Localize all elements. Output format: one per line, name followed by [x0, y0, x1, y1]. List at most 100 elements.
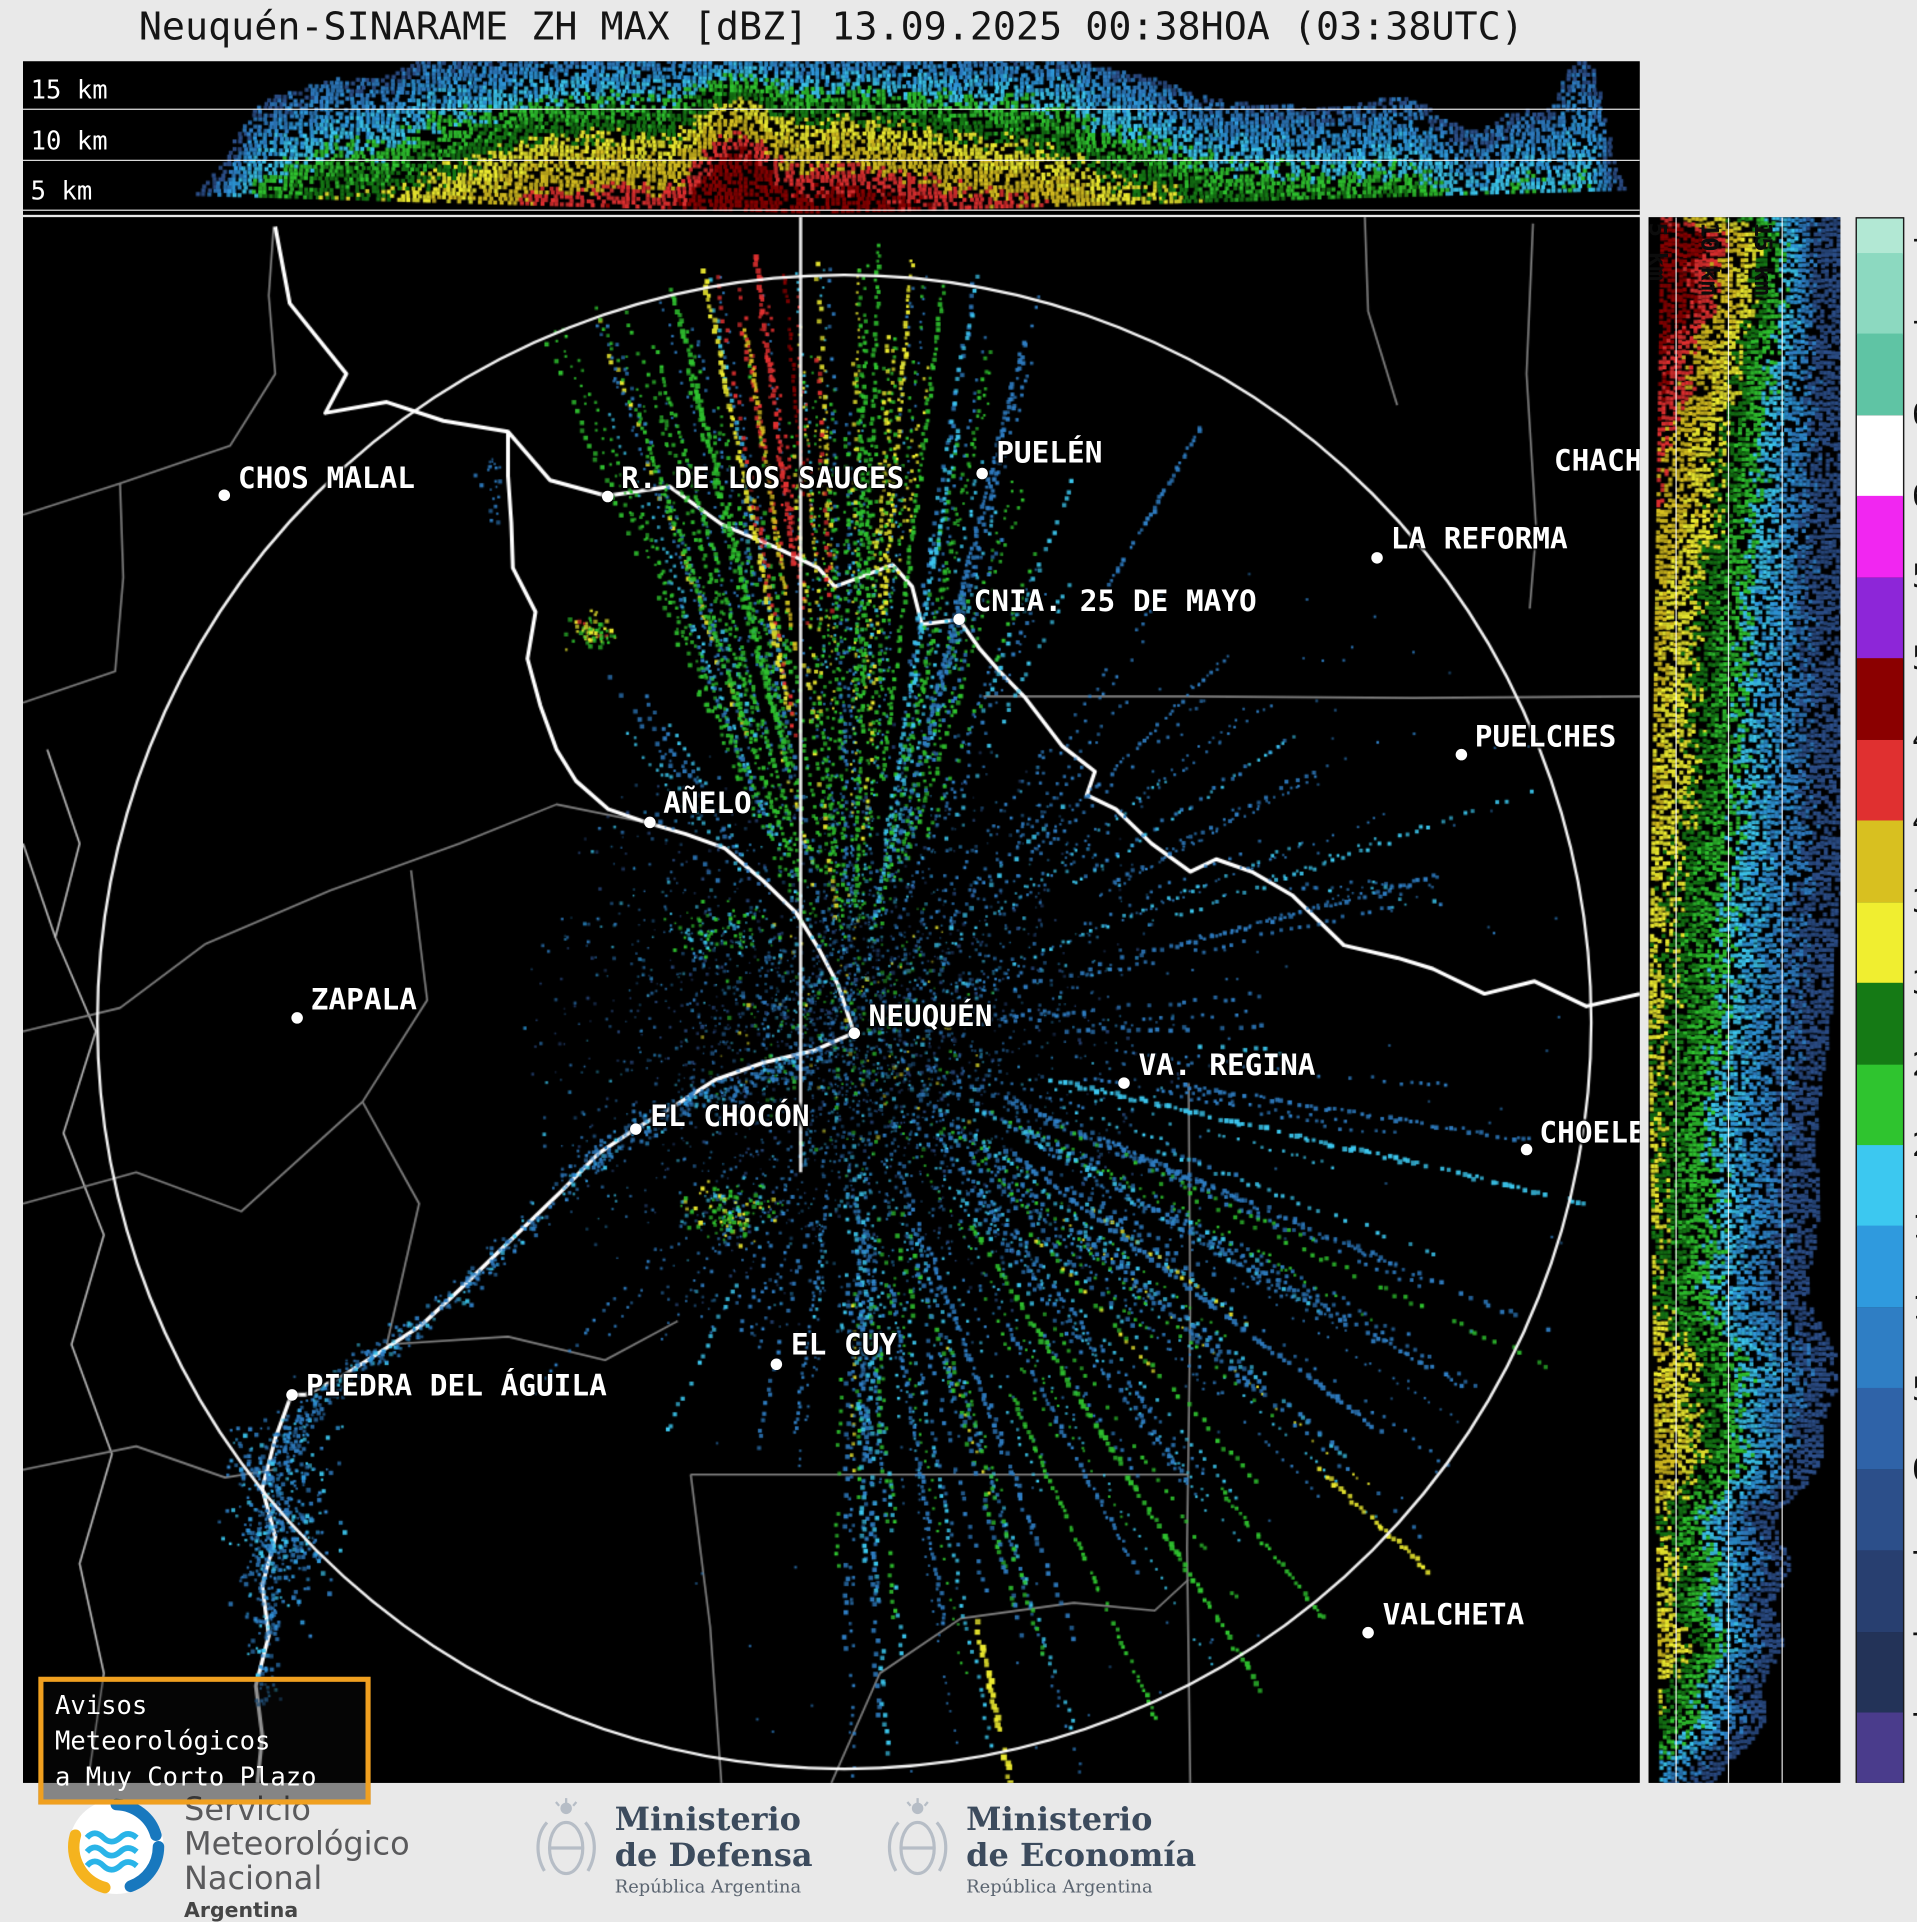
colorbar-band [1856, 1226, 1903, 1309]
altitude-gridline [23, 210, 1640, 212]
smn-logo [68, 1798, 165, 1894]
colorbar-tick-label: 60 [1912, 477, 1917, 514]
altitude-gridline [23, 108, 1640, 111]
colorbar-tick-label: 0 [1912, 1452, 1917, 1489]
colorbar-tick-label: 40 [1912, 802, 1917, 839]
colorbar-tick-label: 70 [1912, 314, 1917, 351]
city-label: PIEDRA DEL ÁGUILA [305, 1370, 607, 1404]
colorbar-band [1856, 1712, 1903, 1783]
colorbar-tick-label: −10 [1912, 1614, 1917, 1651]
colorbar-tick-label: 65 [1912, 396, 1917, 433]
altitude-gridline [1727, 217, 1729, 1783]
city-dot [1118, 1077, 1131, 1090]
top-cross-section-canvas [23, 61, 1640, 215]
altitude-label: 5 km [1648, 222, 1672, 281]
altitude-gridline [1675, 217, 1677, 1783]
radar-map-canvas [23, 217, 1640, 1783]
ministry-economia-line2: de Economía [966, 1836, 1197, 1874]
city-layer: CHOS MALAL R. DE LOS SAUCES PUELÉN CHACHARR… [23, 217, 1640, 1783]
colorbar-band [1856, 820, 1903, 903]
city-dot [1521, 1143, 1533, 1156]
city-label: CHOELE CHOEL [1539, 1116, 1640, 1150]
city-dot [976, 467, 989, 479]
city-label: EL CHOCÓN [650, 1100, 810, 1135]
radar-map-panel: CHOS MALAL R. DE LOS SAUCES PUELÉN CHACHARR… [23, 217, 1640, 1783]
city-dot [218, 489, 230, 501]
ministry-economia-line1: Ministerio [966, 1800, 1153, 1838]
dbz-colorbar [1855, 217, 1905, 1783]
city-dot [291, 1012, 303, 1024]
city-label: LA REFORMA [1390, 523, 1568, 557]
footer: Servicio Meteorológico Nacional Argentin… [0, 1789, 1917, 1922]
colorbar-tick-label: 55 [1912, 558, 1917, 595]
colorbar-tick-label: 50 [1912, 639, 1917, 676]
colorbar-band [1856, 577, 1903, 660]
colorbar-band [1856, 415, 1903, 497]
colorbar-tick-label: 5 [1912, 1370, 1917, 1407]
advisory-badge: Avisos Meteorológicos a Muy Corto Plazo [38, 1676, 371, 1805]
city-label: CNIA. 25 DE MAYO [973, 585, 1257, 619]
city-dot [601, 490, 614, 503]
advisory-line2: a Muy Corto Plazo [54, 1761, 317, 1792]
ministry-defensa-sub: República Argentina [614, 1877, 802, 1898]
ministry-defensa-line1: Ministerio [614, 1800, 801, 1838]
colorbar-tick-label: 15 [1912, 1208, 1917, 1245]
colorbar-tick-label: 10 [1912, 1289, 1917, 1326]
city-dot [1362, 1627, 1375, 1639]
city-label: NEUQUÉN [868, 1000, 993, 1034]
colorbar-band [1856, 982, 1903, 1065]
altitude-gridline [1780, 217, 1783, 1783]
city-dot [1455, 749, 1467, 761]
colorbar-band [1856, 658, 1903, 741]
colorbar-band [1856, 1388, 1903, 1471]
city-dot [953, 612, 966, 625]
city-dot [630, 1123, 643, 1135]
colorbar-band [1856, 252, 1903, 335]
colorbar-tick-label: 75 [1912, 233, 1917, 270]
city-label: VA. REGINA [1138, 1049, 1316, 1083]
city-dot [643, 816, 656, 828]
colorbar-band [1856, 1631, 1903, 1714]
colorbar-band [1856, 334, 1903, 416]
smn-country: Argentina [184, 1897, 299, 1922]
colorbar-band [1856, 1469, 1903, 1552]
vertical-cross-section-right: 5 km 10 km 15 km [1648, 217, 1841, 1783]
smn-name-line2: Meteorológico [184, 1824, 410, 1863]
smn-name-line1: Servicio [184, 1790, 311, 1828]
city-dot [286, 1389, 298, 1401]
city-label: CHOS MALAL [238, 462, 415, 496]
colorbar-tick-label: 20 [1912, 1127, 1917, 1164]
city-dot [1371, 551, 1383, 564]
smn-name-line3: Nacional [184, 1859, 323, 1897]
city-label: PUELCHES [1474, 720, 1617, 754]
colorbar-band [1856, 1550, 1903, 1633]
altitude-gridline [23, 159, 1640, 161]
colorbar-band [1856, 1145, 1903, 1227]
colorbar-tick-label: 35 [1912, 883, 1917, 920]
city-label: VALCHETA [1382, 1598, 1525, 1632]
city-label: ZAPALA [310, 983, 417, 1017]
colorbar-band [1856, 218, 1903, 254]
city-label: EL CUY [790, 1329, 898, 1363]
right-cross-section-canvas [1648, 217, 1841, 1783]
advisory-line1: Avisos Meteorológicos [54, 1689, 271, 1756]
colorbar-band [1856, 901, 1903, 984]
city-label: R. DE LOS SAUCES [621, 462, 905, 496]
altitude-label: 15 km [1748, 222, 1777, 296]
altitude-label: 10 km [30, 125, 108, 156]
colorbar-band [1856, 1063, 1903, 1146]
colorbar-tick-label: 45 [1912, 721, 1917, 758]
ministry-economia-sub: República Argentina [966, 1877, 1153, 1898]
coat-of-arms-icon [536, 1798, 596, 1876]
city-dot [848, 1027, 861, 1040]
colorbar-band [1856, 496, 1903, 579]
ministry-defensa-line2: de Defensa [614, 1836, 813, 1874]
colorbar-tick-label: 30 [1912, 964, 1917, 1001]
vertical-cross-section-top: 15 km 10 km 5 km [23, 61, 1640, 215]
altitude-label: 5 km [30, 175, 93, 207]
colorbar-tick-label: −5 [1912, 1533, 1917, 1570]
coat-of-arms-icon [887, 1798, 948, 1876]
city-dot [771, 1358, 783, 1370]
dbz-colorbar-ticks: 757065605550454035302520151050−5−10−15 [1912, 217, 1917, 1783]
